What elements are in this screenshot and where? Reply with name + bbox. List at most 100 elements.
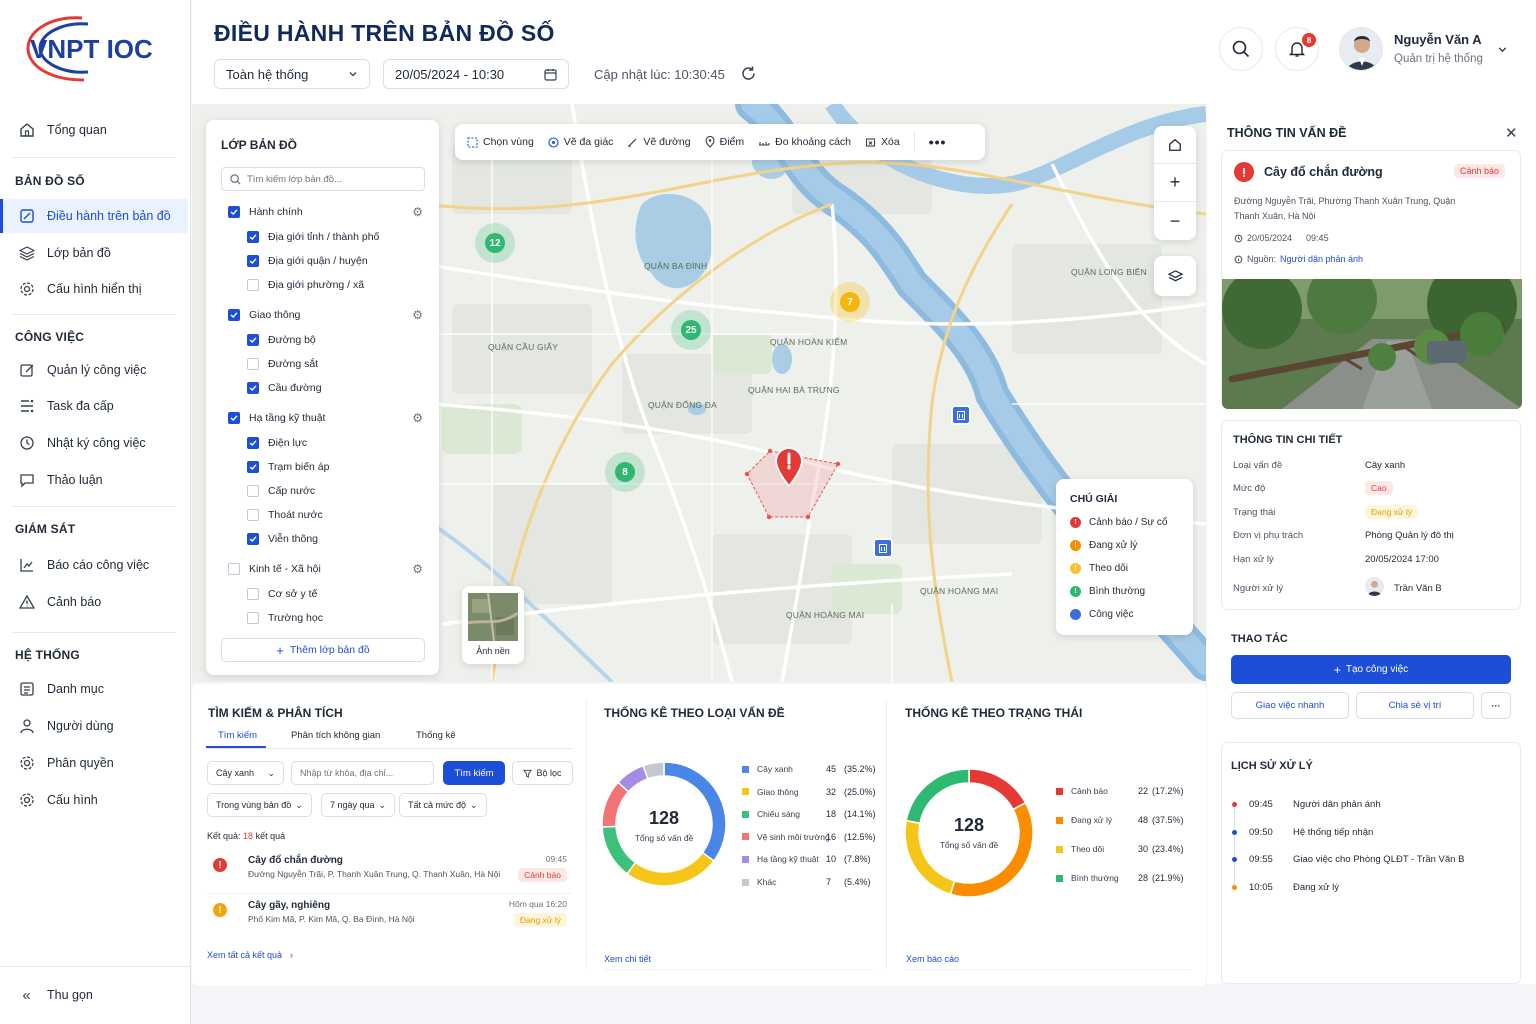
home-view-button[interactable]: [1154, 126, 1196, 164]
checkbox-icon[interactable]: [247, 279, 259, 291]
scope-select[interactable]: Toàn hệ thống: [214, 59, 370, 89]
layer-item[interactable]: Địa giới quận / huyện: [247, 255, 417, 267]
map-cluster-marker[interactable]: 7: [830, 282, 870, 322]
search-submit-button[interactable]: Tìm kiếm: [443, 761, 505, 785]
map-cluster-marker[interactable]: 25: [671, 310, 711, 350]
layer-item[interactable]: Viễn thông: [247, 533, 417, 545]
map-view[interactable]: QUẬN BA ĐÌNH QUẬN CẦU GIẤY QUẬN HOÀN KIẾ…: [192, 104, 1206, 682]
area-select[interactable]: Trong vùng bản đồ ⌄: [207, 793, 312, 817]
layer-item[interactable]: Cơ sở y tế: [247, 588, 417, 600]
gear-icon[interactable]: ⚙: [412, 411, 423, 425]
layer-group[interactable]: Hành chính: [228, 206, 418, 218]
zoom-out-button[interactable]: −: [1154, 202, 1196, 240]
more-actions-button[interactable]: ···: [1481, 692, 1511, 719]
checkbox-checked-icon[interactable]: [247, 437, 259, 449]
nav-map-layers[interactable]: Lớp bản đồ: [0, 236, 188, 270]
view-report-link[interactable]: Xem báo cáo: [906, 954, 960, 964]
alert-marker[interactable]: [774, 447, 804, 487]
tab-statistics[interactable]: Thống kê: [416, 730, 456, 741]
collapse-button[interactable]: « Thu gọn: [0, 978, 188, 1012]
avatar[interactable]: [1339, 27, 1383, 71]
gear-icon[interactable]: ⚙: [412, 308, 423, 322]
layer-item[interactable]: Cầu đường: [247, 382, 417, 394]
user-menu-chevron[interactable]: [1497, 44, 1508, 55]
tool-point[interactable]: Điểm: [705, 136, 744, 148]
layer-item[interactable]: Địa giới tỉnh / thành phố: [247, 231, 417, 243]
layer-item[interactable]: Điện lực: [247, 437, 417, 449]
gear-icon[interactable]: ⚙: [412, 562, 423, 576]
building-marker[interactable]: [873, 538, 893, 558]
keyword-field[interactable]: [291, 761, 434, 785]
result-item[interactable]: ! Cây gãy, nghiêng Phố Kim Mã, P. Kim Mã…: [206, 894, 572, 936]
layer-group[interactable]: Kinh tế - Xã hội: [228, 563, 418, 575]
map-cluster-marker[interactable]: 8: [605, 452, 645, 492]
checkbox-icon[interactable]: [247, 485, 259, 497]
datetime-picker[interactable]: 20/05/2024 - 10:30: [383, 59, 569, 89]
checkbox-icon[interactable]: [247, 509, 259, 521]
nav-multi-level-task[interactable]: Task đa cấp: [0, 389, 188, 423]
checkbox-icon[interactable]: [247, 612, 259, 624]
more-icon[interactable]: •••: [928, 134, 947, 150]
layer-item[interactable]: Đường sắt: [247, 358, 417, 370]
layer-item[interactable]: Thoát nước: [247, 509, 417, 521]
logo[interactable]: VNPT IOC: [22, 14, 172, 84]
nav-users[interactable]: Người dùng: [0, 709, 188, 743]
layer-item[interactable]: Trường học: [247, 612, 417, 624]
nav-task-report[interactable]: Báo cáo công việc: [0, 548, 188, 582]
checkbox-checked-icon[interactable]: [247, 382, 259, 394]
nav-discussion[interactable]: Thảo luận: [0, 463, 188, 497]
quick-assign-button[interactable]: Giao việc nhanh: [1231, 692, 1349, 719]
nav-task-log[interactable]: Nhật ký công việc: [0, 426, 188, 460]
layer-search-field[interactable]: [221, 167, 425, 191]
map-cluster-marker[interactable]: 12: [475, 223, 515, 263]
building-marker[interactable]: [951, 405, 971, 425]
donut-slice[interactable]: [905, 768, 970, 825]
layers-toggle-button[interactable]: [1154, 256, 1196, 296]
checkbox-checked-icon[interactable]: [247, 255, 259, 267]
nav-catalog[interactable]: Danh mục: [0, 672, 188, 706]
checkbox-checked-icon[interactable]: [228, 206, 240, 218]
checkbox-checked-icon[interactable]: [247, 334, 259, 346]
tool-draw-line[interactable]: Vẽ đường: [627, 136, 691, 148]
period-select[interactable]: 7 ngày qua ⌄: [321, 793, 396, 817]
donut-slice[interactable]: [642, 761, 665, 780]
layer-item[interactable]: Đường bộ: [247, 334, 417, 346]
issue-photo[interactable]: [1222, 279, 1522, 409]
category-select[interactable]: Cây xanh ⌄: [207, 761, 284, 785]
nav-permissions[interactable]: Phân quyền: [0, 746, 188, 780]
source-value[interactable]: Người dân phản ánh: [1280, 254, 1364, 264]
layer-group[interactable]: Giao thông: [228, 309, 418, 321]
notification-button[interactable]: 8: [1275, 27, 1319, 71]
gear-icon[interactable]: ⚙: [412, 205, 423, 219]
checkbox-checked-icon[interactable]: [247, 461, 259, 473]
tool-select-area[interactable]: Chọn vùng: [467, 136, 534, 148]
checkbox-checked-icon[interactable]: [228, 412, 240, 424]
nav-map-operations[interactable]: Điều hành trên bản đồ: [0, 199, 188, 233]
checkbox-checked-icon[interactable]: [247, 231, 259, 243]
tab-spatial-analysis[interactable]: Phân tích không gian: [291, 730, 381, 741]
create-task-button[interactable]: + Tạo công việc: [1231, 655, 1511, 684]
nav-overview[interactable]: Tổng quan: [0, 113, 188, 147]
checkbox-icon[interactable]: [228, 563, 240, 575]
search-button[interactable]: [1219, 27, 1263, 71]
layer-search-input[interactable]: [247, 173, 416, 185]
nav-alerts[interactable]: Cảnh báo: [0, 585, 188, 619]
tool-draw-polygon[interactable]: Vẽ đa giác: [548, 136, 613, 148]
nav-task-management[interactable]: Quản lý công việc: [0, 353, 188, 387]
layer-item[interactable]: Trạm biến áp: [247, 461, 417, 473]
basemap-switcher[interactable]: Ảnh nền: [462, 586, 524, 664]
share-location-button[interactable]: Chia sẻ vị trí: [1356, 692, 1474, 719]
checkbox-checked-icon[interactable]: [228, 309, 240, 321]
keyword-input[interactable]: [300, 768, 425, 778]
checkbox-checked-icon[interactable]: [247, 533, 259, 545]
layer-item[interactable]: Địa giới phường / xã: [247, 279, 417, 291]
view-details-link[interactable]: Xem chi tiết: [604, 954, 652, 964]
result-item[interactable]: ! Cây đổ chắn đường Đường Nguyễn Trãi, P…: [206, 848, 572, 890]
checkbox-icon[interactable]: [247, 358, 259, 370]
zoom-in-button[interactable]: +: [1154, 164, 1196, 202]
filter-button[interactable]: Bộ lọc: [512, 761, 573, 785]
layer-group[interactable]: Hạ tầng kỹ thuật: [228, 412, 418, 424]
donut-slice[interactable]: [626, 851, 715, 887]
tool-measure[interactable]: Đo khoảng cách: [758, 136, 851, 148]
tool-delete[interactable]: Xóa: [865, 136, 900, 148]
